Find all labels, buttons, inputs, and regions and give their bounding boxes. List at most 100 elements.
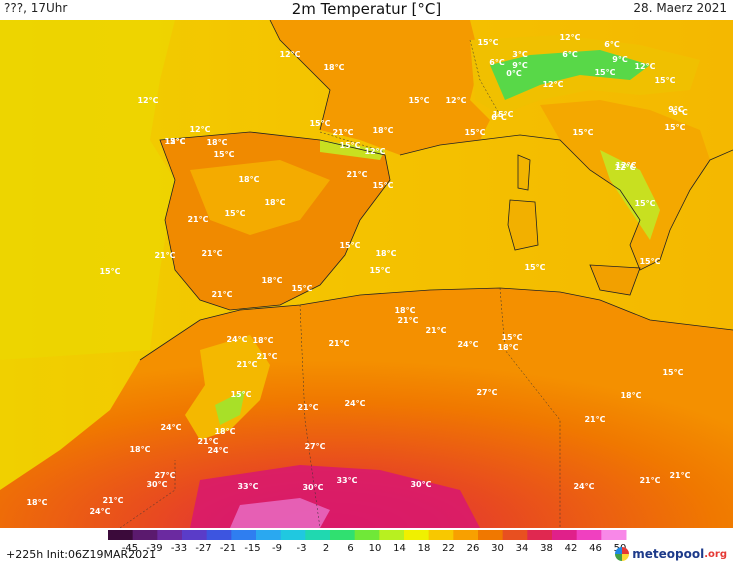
run-info: +225h Init:06Z19MAR2021	[6, 548, 157, 561]
coastlines	[139, 20, 733, 361]
temperature-label: 21°C	[236, 360, 257, 369]
temperature-label: 21°C	[297, 403, 318, 412]
temperature-label: 21°C	[211, 290, 232, 299]
temperature-label: 6°C	[604, 40, 620, 49]
temperature-label: 21°C	[187, 215, 208, 224]
temperature-label: 12°C	[445, 96, 466, 105]
temperature-label: 18°C	[264, 198, 285, 207]
temperature-label: 12°C	[614, 163, 635, 172]
atlas-mountains	[185, 335, 270, 440]
temperature-label: 12°C	[137, 96, 158, 105]
temperature-label: 15°C	[594, 68, 615, 77]
temperature-label: 18°C	[238, 175, 259, 184]
colorbar-segment	[453, 530, 479, 540]
temperature-label: 18°C	[497, 343, 518, 352]
temperature-label: 18°C	[375, 249, 396, 258]
temperature-label: 15°C	[369, 266, 390, 275]
temperature-label: 30°C	[410, 480, 431, 489]
colorbar-segment	[379, 530, 405, 540]
colorbar-tick: 30	[491, 543, 504, 554]
colorbar-segment	[601, 530, 627, 540]
logo-text: meteopool	[632, 547, 705, 561]
temperature-label: 15°C	[339, 141, 360, 150]
temperature-label: 15°C	[639, 257, 660, 266]
logo-tld: .org	[704, 548, 727, 560]
temperature-label: 15°C	[372, 181, 393, 190]
colorbar-segment	[157, 530, 183, 540]
temperature-label: 15°C	[99, 267, 120, 276]
temperature-label: 6°C	[489, 58, 505, 67]
temperature-label: 24°C	[207, 446, 228, 455]
temperature-label: 18°C	[26, 498, 47, 507]
temperature-label: 24°C	[160, 423, 181, 432]
temperature-label: 12°C	[364, 147, 385, 156]
alps-snow	[490, 50, 650, 100]
temperature-label: 12°C	[634, 62, 655, 71]
colorbar-segment	[280, 530, 306, 540]
map-header: ???, 17Uhr 2m Temperatur [°C] 28. Maerz …	[0, 0, 733, 20]
temperature-label: 15°C	[464, 128, 485, 137]
temperature-label: 33°C	[336, 476, 357, 485]
temperature-label: 30°C	[302, 483, 323, 492]
temperature-label: 30°C	[146, 480, 167, 489]
colorbar-segment	[256, 530, 282, 540]
atlas-snow	[215, 390, 245, 425]
temperature-label: 12°C	[542, 80, 563, 89]
temperature-label: 15°C	[654, 76, 675, 85]
temperature-label: 18°C	[214, 427, 235, 436]
temperature-label: 15°C	[230, 390, 251, 399]
temperature-label: 24°C	[457, 340, 478, 349]
colorbar-tick: 42	[564, 543, 578, 554]
temperature-label: 15°C	[309, 119, 330, 128]
temperature-label: 18°C	[323, 63, 344, 72]
colorbar-tick: -3	[296, 543, 307, 554]
temperature-label: 21°C	[102, 496, 123, 505]
colorbar-segment	[527, 530, 553, 540]
temperature-label: 15°C	[477, 38, 498, 47]
temperature-label: 15°C	[224, 209, 245, 218]
temperature-label: 21°C	[256, 352, 277, 361]
colorbar-tick: -9	[272, 543, 282, 554]
colorbar-segment	[330, 530, 356, 540]
map-title: 2m Temperatur [°C]	[291, 0, 442, 18]
temperature-label: 9°C	[612, 55, 628, 64]
temperature-label: 12°C	[279, 50, 300, 59]
temperature-label: 3°C	[512, 50, 528, 59]
colorbar-tick: 46	[589, 543, 602, 554]
temperature-label: 18°C	[206, 138, 227, 147]
colorbar-segment	[354, 530, 380, 540]
colorbar-tick: 22	[442, 543, 455, 554]
temperature-label: 24°C	[344, 399, 365, 408]
temperature-label: 15°C	[339, 241, 360, 250]
colorbar	[108, 530, 627, 540]
colorbar-segment	[478, 530, 504, 540]
temperature-label: 27°C	[304, 442, 325, 451]
time-label: ???, 17Uhr	[4, 1, 68, 15]
temperature-label: 15°C	[634, 199, 655, 208]
temperature-label: 21°C	[584, 415, 605, 424]
colorbar-tick: 14	[393, 543, 406, 554]
colorbar-tick: 18	[417, 543, 431, 554]
temperature-label: 15°C	[213, 150, 234, 159]
temperature-label: 0°C	[506, 69, 522, 78]
temperature-label: 21°C	[425, 326, 446, 335]
colorbar-tick: -33	[170, 543, 188, 554]
temperature-label: 12°C	[189, 125, 210, 134]
atlantic-area	[0, 20, 175, 360]
temperature-label: 15°C	[662, 368, 683, 377]
temperature-label: 21°C	[201, 249, 222, 258]
colorbar-tick: -15	[244, 543, 261, 554]
temperature-label: 15°C	[501, 333, 522, 342]
temperature-label: 21°C	[397, 316, 418, 325]
colorbar-tick: -45	[121, 543, 139, 554]
temperature-label: 18°C	[372, 126, 393, 135]
temperature-label: 18°C	[394, 306, 415, 315]
north-africa-land	[0, 288, 733, 528]
colorbar-tick: -39	[146, 543, 163, 554]
colorbar-tick: 10	[368, 543, 382, 554]
iberia-highlands	[190, 160, 330, 235]
colorbar-segment	[132, 530, 158, 540]
meteopool-logo[interactable]: meteopool .org	[615, 547, 727, 561]
temperature-label: 12°C	[559, 33, 580, 42]
temperature-label: 18°C	[620, 391, 641, 400]
